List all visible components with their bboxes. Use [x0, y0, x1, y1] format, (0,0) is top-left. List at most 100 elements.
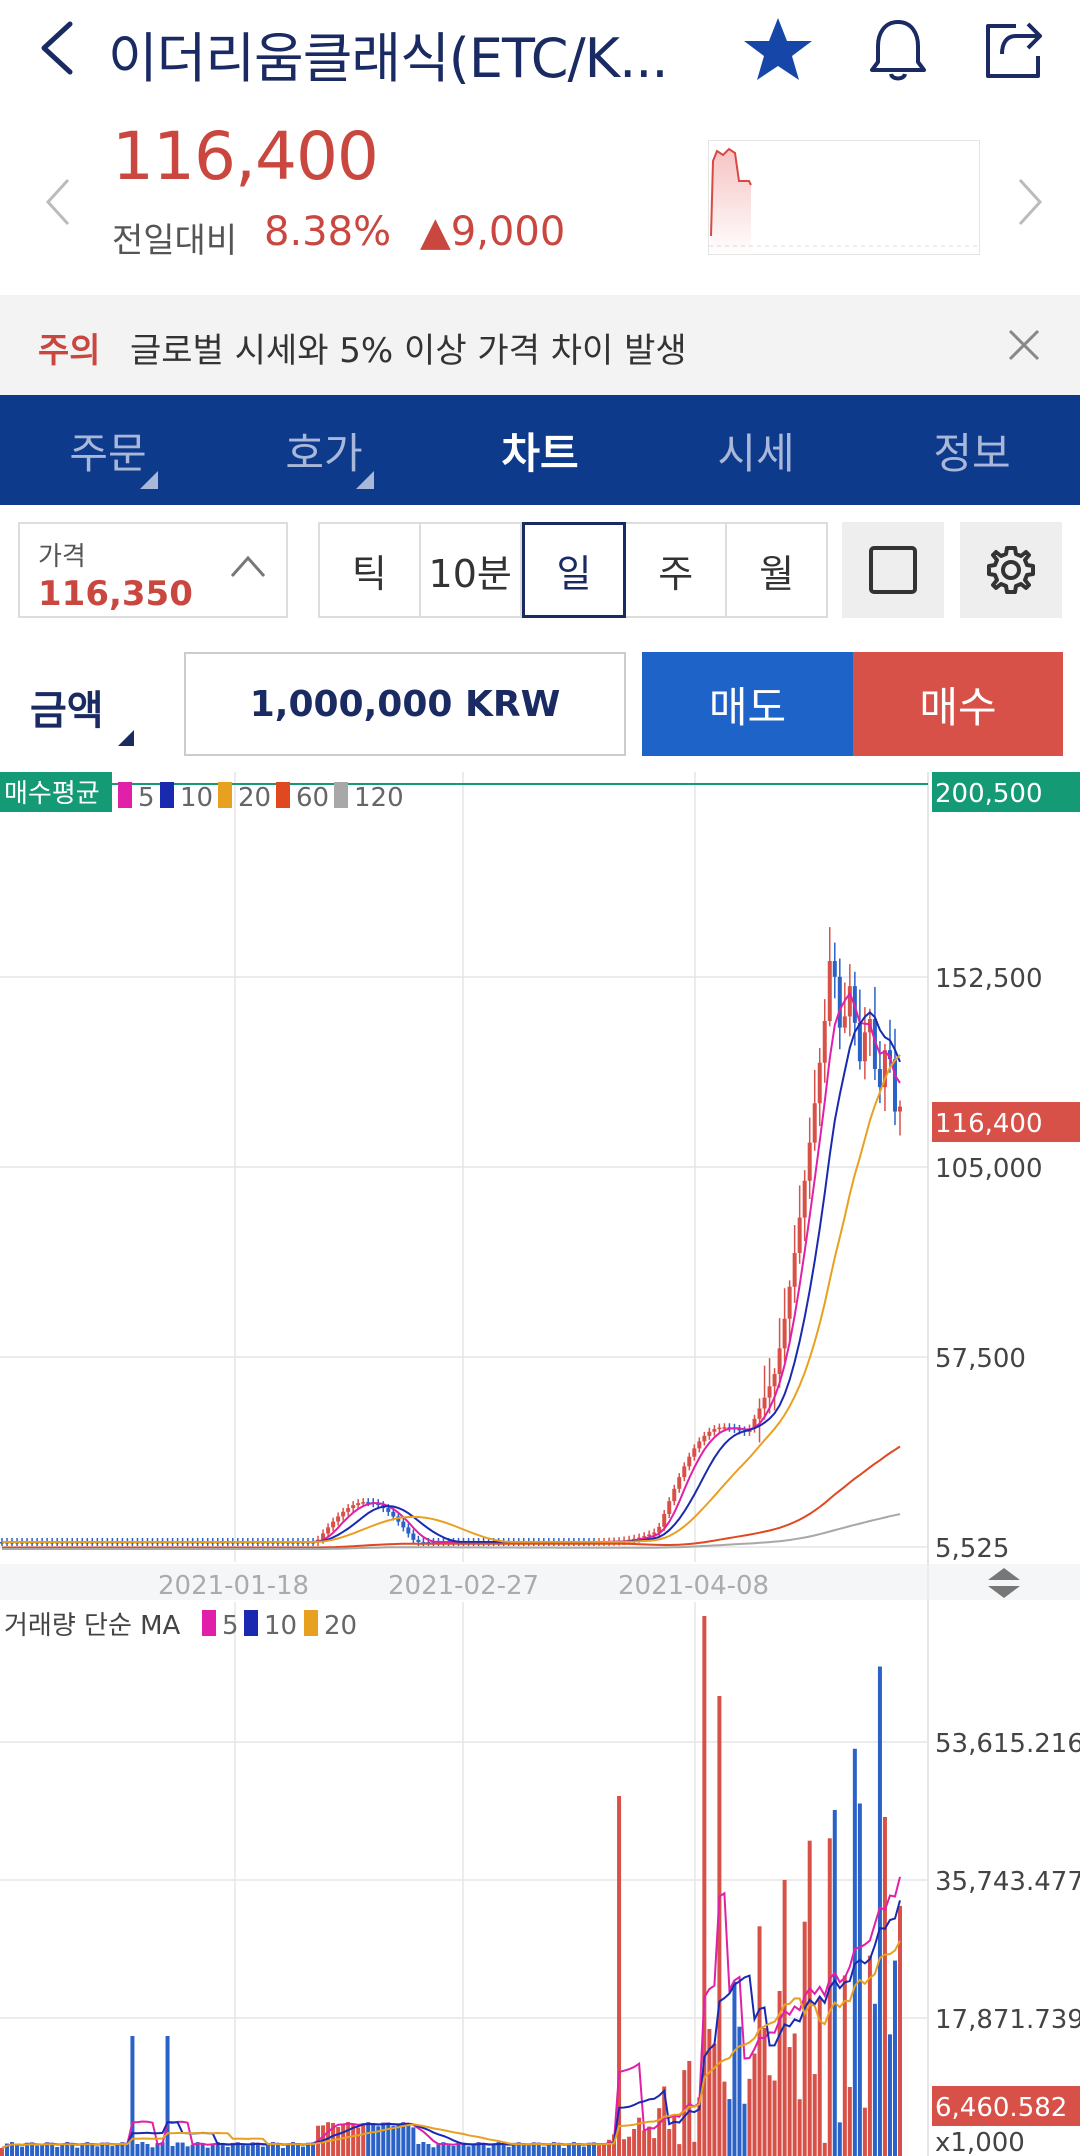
candle-body	[406, 1527, 411, 1534]
volume-bar	[200, 2143, 205, 2156]
volume-bar	[220, 2144, 225, 2156]
moving-average-line	[2, 991, 901, 1543]
chevron-left-icon[interactable]	[30, 18, 90, 78]
legend-swatch	[202, 1610, 216, 1636]
bell-icon[interactable]	[858, 10, 938, 90]
volume-bar	[802, 1921, 807, 2156]
chevron-left-icon[interactable]	[38, 172, 78, 232]
volume-bar	[792, 2033, 797, 2156]
volume-bar	[215, 2142, 220, 2156]
volume-bar	[265, 2144, 270, 2156]
volume-bar	[160, 2142, 165, 2156]
legend-label: 120	[354, 783, 404, 813]
volume-bar	[456, 2142, 461, 2156]
volume-bar	[80, 2143, 85, 2156]
candle-body	[857, 1022, 862, 1062]
volume-bar	[376, 2126, 381, 2156]
period-10min[interactable]: 10분	[421, 524, 522, 616]
volume-bar	[230, 2142, 235, 2156]
volume-bar	[70, 2143, 75, 2156]
candle-body	[692, 1448, 697, 1457]
moving-average-line	[2, 1054, 901, 1543]
candle-body	[411, 1533, 416, 1540]
volume-bar	[441, 2142, 446, 2156]
resize-handle-icon[interactable]	[988, 1568, 1020, 1598]
volume-bar	[110, 2146, 115, 2156]
price-selector-value: 116,350	[38, 574, 193, 614]
moving-average-line	[2, 1445, 901, 1549]
volume-bar	[165, 2036, 170, 2156]
volume-bar	[622, 2139, 627, 2156]
chart-type-button[interactable]	[842, 522, 944, 618]
volume-bar	[180, 2142, 185, 2156]
volume-bar	[301, 2146, 306, 2156]
volume-bar	[576, 2144, 581, 2156]
period-tick[interactable]: 틱	[320, 524, 421, 616]
volume-bar	[852, 1748, 857, 2156]
candle-body	[772, 1374, 777, 1387]
amount-label[interactable]: 금액	[30, 688, 104, 734]
tab-order[interactable]: 주문	[0, 395, 216, 505]
volume-bar	[351, 2123, 356, 2156]
volume-bar	[471, 2144, 476, 2156]
volume-bar	[526, 2145, 531, 2156]
volume-legend-label: 거래량 단순 MA	[4, 1611, 181, 1641]
period-week[interactable]: 주	[626, 524, 728, 616]
sell-button[interactable]: 매도	[642, 652, 853, 756]
current-price-badge	[932, 1102, 1080, 1142]
volume-bar	[155, 2143, 160, 2156]
chevron-right-icon[interactable]	[1010, 172, 1050, 232]
candle-body	[898, 1106, 902, 1112]
tab-market-price[interactable]: 시세	[648, 395, 864, 505]
volume-bar	[25, 2142, 30, 2156]
volume-bar	[496, 2142, 501, 2156]
volume-bar	[120, 2142, 125, 2156]
candle-body	[842, 1016, 847, 1028]
candle-body	[386, 1508, 391, 1512]
volume-bar	[100, 2142, 105, 2156]
volume-bar	[85, 2142, 90, 2156]
volume-bar	[250, 2142, 255, 2156]
volume-bar	[65, 2142, 70, 2156]
volume-bar	[687, 2060, 692, 2156]
current-volume-label: 6,460.582	[935, 2093, 1067, 2123]
volume-bar	[516, 2142, 521, 2156]
dropdown-triangle-icon	[118, 730, 134, 746]
close-icon[interactable]	[1004, 325, 1044, 365]
star-icon[interactable]	[738, 10, 818, 90]
volume-bar	[692, 2141, 697, 2156]
period-month[interactable]: 월	[759, 551, 795, 596]
current-volume-badge	[932, 2086, 1080, 2126]
tab-chart[interactable]: 차트	[432, 395, 648, 505]
candle-body	[737, 1428, 742, 1431]
candle-body	[657, 1526, 662, 1533]
pane-splitter[interactable]	[0, 1564, 1080, 1600]
y-tick-label: 200,500	[935, 779, 1043, 809]
amount-input[interactable]: 1,000,000 KRW	[184, 652, 626, 756]
gear-icon	[987, 546, 1035, 594]
volume-bar	[536, 2142, 541, 2156]
mini-price-chart[interactable]	[708, 140, 981, 256]
volume-bar	[632, 2128, 637, 2156]
buy-button[interactable]: 매수	[853, 652, 1063, 756]
volume-bar	[591, 2142, 596, 2156]
volume-bar	[727, 2099, 732, 2156]
legend-label: 20	[238, 783, 271, 813]
volume-bar	[807, 1840, 812, 2156]
candle-body	[887, 1050, 892, 1060]
price-selector[interactable]: 가격 116,350	[18, 522, 288, 618]
volume-bar	[571, 2142, 576, 2156]
volume-bar	[406, 2123, 411, 2156]
candle-body	[762, 1397, 767, 1409]
candle-body	[712, 1429, 717, 1432]
share-icon[interactable]	[976, 10, 1056, 90]
chart-settings-button[interactable]	[960, 522, 1062, 618]
period-day[interactable]: 일	[521, 522, 627, 618]
volume-bar	[461, 2142, 466, 2156]
tab-info[interactable]: 정보	[864, 395, 1080, 505]
price-volume-chart[interactable]: 매수평균 5 10 20 60 120 200,500 152,500 105,…	[0, 772, 1080, 2156]
candle-body	[752, 1418, 757, 1429]
volume-bar	[491, 2143, 496, 2156]
volume-grid	[0, 1602, 928, 2156]
tab-orderbook[interactable]: 호가	[216, 395, 432, 505]
